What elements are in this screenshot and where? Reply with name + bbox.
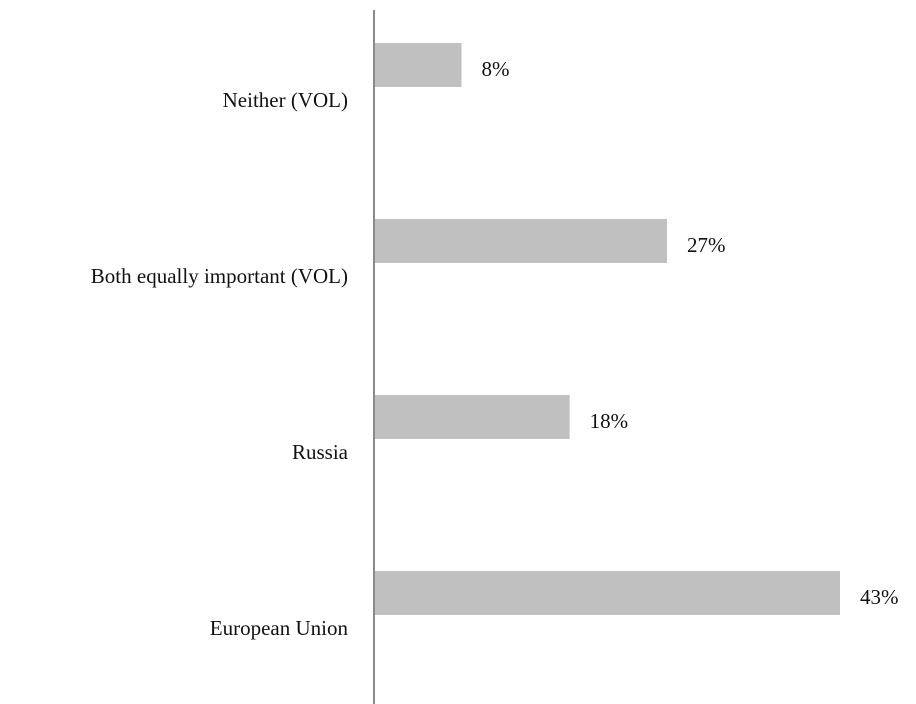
category-label: Neither (VOL)	[223, 88, 348, 112]
value-label: 18%	[590, 409, 629, 433]
bar	[375, 571, 840, 615]
bar	[375, 43, 462, 87]
category-label: Both equally important (VOL)	[91, 264, 348, 288]
value-label: 27%	[687, 233, 726, 257]
bar	[375, 219, 667, 263]
category-label: European Union	[210, 616, 349, 640]
value-label: 43%	[860, 585, 899, 609]
category-label: Russia	[292, 440, 349, 464]
bar	[375, 395, 570, 439]
value-label: 8%	[482, 57, 510, 81]
